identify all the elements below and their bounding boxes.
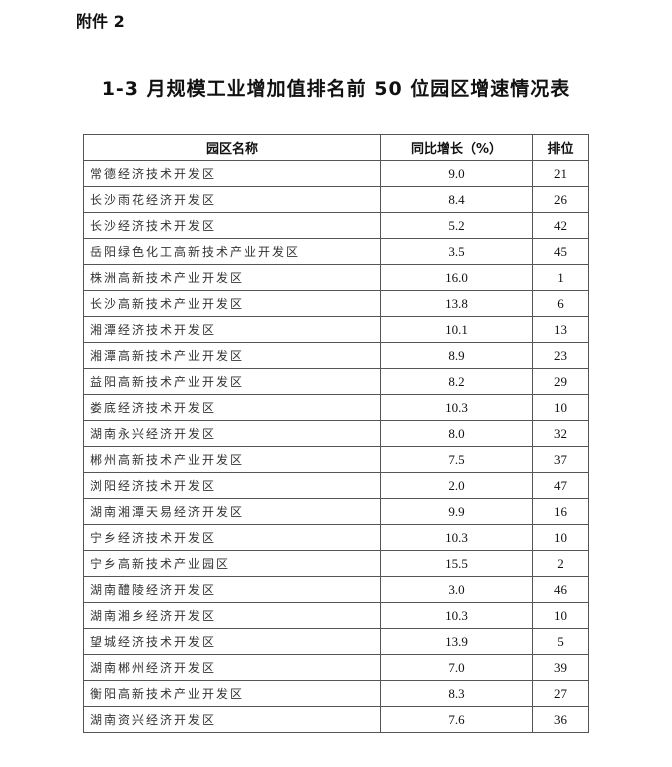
park-growth-table: 园区名称 同比增长（%） 排位 常德经济技术开发区 9.0 21 长沙雨花经济开发区 8… — [83, 134, 589, 733]
table-row: 长沙经济技术开发区 5.2 42 — [83, 212, 589, 239]
table-row: 长沙高新技术产业开发区 13.8 6 — [83, 290, 589, 317]
table-row: 湖南湘乡经济开发区 10.3 10 — [83, 602, 589, 629]
rank-cell: 13 — [532, 316, 589, 343]
park-name-cell: 长沙经济技术开发区 — [83, 212, 381, 239]
park-name-cell: 长沙雨花经济开发区 — [83, 186, 381, 213]
park-name-cell: 岳阳绿色化工高新技术产业开发区 — [83, 238, 381, 265]
table-row: 长沙雨花经济开发区 8.4 26 — [83, 186, 589, 213]
park-name-cell: 湘潭经济技术开发区 — [83, 316, 381, 343]
growth-cell: 10.3 — [380, 602, 533, 629]
table-row: 湘潭经济技术开发区 10.1 13 — [83, 316, 589, 343]
park-name-cell: 衡阳高新技术产业开发区 — [83, 680, 381, 707]
table-row: 湖南永兴经济开发区 8.0 32 — [83, 420, 589, 447]
park-name-cell: 益阳高新技术产业开发区 — [83, 368, 381, 395]
table-row: 娄底经济技术开发区 10.3 10 — [83, 394, 589, 421]
rank-cell: 2 — [532, 550, 589, 577]
rank-cell: 26 — [532, 186, 589, 213]
park-name-cell: 望城经济技术开发区 — [83, 628, 381, 655]
growth-cell: 3.5 — [380, 238, 533, 265]
table-row: 湖南醴陵经济开发区 3.0 46 — [83, 576, 589, 603]
rank-cell: 27 — [532, 680, 589, 707]
page-title: 1-3 月规模工业增加值排名前 50 位园区增速情况表 — [101, 78, 571, 100]
rank-cell: 42 — [532, 212, 589, 239]
growth-cell: 10.1 — [380, 316, 533, 343]
rank-cell: 23 — [532, 342, 589, 369]
rank-cell: 32 — [532, 420, 589, 447]
growth-cell: 10.3 — [380, 524, 533, 551]
rank-cell: 1 — [532, 264, 589, 291]
growth-cell: 7.5 — [380, 446, 533, 473]
growth-cell: 7.6 — [380, 706, 533, 733]
rank-cell: 39 — [532, 654, 589, 681]
table-row: 湖南资兴经济开发区 7.6 36 — [83, 706, 589, 733]
park-name-cell: 宁乡高新技术产业园区 — [83, 550, 381, 577]
rank-cell: 21 — [532, 160, 589, 187]
table-row: 宁乡高新技术产业园区 15.5 2 — [83, 550, 589, 577]
growth-cell: 13.9 — [380, 628, 533, 655]
header-park-name: 园区名称 — [83, 134, 381, 161]
park-name-cell: 湖南醴陵经济开发区 — [83, 576, 381, 603]
rank-cell: 47 — [532, 472, 589, 499]
rank-cell: 45 — [532, 238, 589, 265]
growth-cell: 8.4 — [380, 186, 533, 213]
park-name-cell: 株洲高新技术产业开发区 — [83, 264, 381, 291]
park-name-cell: 常德经济技术开发区 — [83, 160, 381, 187]
table-header-row: 园区名称 同比增长（%） 排位 — [83, 134, 589, 161]
table-row: 湘潭高新技术产业开发区 8.9 23 — [83, 342, 589, 369]
rank-cell: 16 — [532, 498, 589, 525]
table-row: 宁乡经济技术开发区 10.3 10 — [83, 524, 589, 551]
growth-cell: 13.8 — [380, 290, 533, 317]
park-name-cell: 湖南郴州经济开发区 — [83, 654, 381, 681]
table-row: 衡阳高新技术产业开发区 8.3 27 — [83, 680, 589, 707]
header-rank: 排位 — [532, 134, 589, 161]
growth-cell: 3.0 — [380, 576, 533, 603]
growth-cell: 16.0 — [380, 264, 533, 291]
park-name-cell: 宁乡经济技术开发区 — [83, 524, 381, 551]
park-name-cell: 湖南湘乡经济开发区 — [83, 602, 381, 629]
growth-cell: 10.3 — [380, 394, 533, 421]
rank-cell: 29 — [532, 368, 589, 395]
table-row: 岳阳绿色化工高新技术产业开发区 3.5 45 — [83, 238, 589, 265]
park-name-cell: 浏阳经济技术开发区 — [83, 472, 381, 499]
rank-cell: 36 — [532, 706, 589, 733]
table-row: 浏阳经济技术开发区 2.0 47 — [83, 472, 589, 499]
growth-cell: 2.0 — [380, 472, 533, 499]
table-row: 郴州高新技术产业开发区 7.5 37 — [83, 446, 589, 473]
park-name-cell: 湘潭高新技术产业开发区 — [83, 342, 381, 369]
rank-cell: 37 — [532, 446, 589, 473]
rank-cell: 10 — [532, 394, 589, 421]
table-row: 湖南湘潭天易经济开发区 9.9 16 — [83, 498, 589, 525]
growth-cell: 7.0 — [380, 654, 533, 681]
table-row: 湖南郴州经济开发区 7.0 39 — [83, 654, 589, 681]
growth-cell: 9.0 — [380, 160, 533, 187]
growth-cell: 9.9 — [380, 498, 533, 525]
park-name-cell: 娄底经济技术开发区 — [83, 394, 381, 421]
park-name-cell: 郴州高新技术产业开发区 — [83, 446, 381, 473]
table-row: 益阳高新技术产业开发区 8.2 29 — [83, 368, 589, 395]
park-name-cell: 湖南永兴经济开发区 — [83, 420, 381, 447]
growth-cell: 8.0 — [380, 420, 533, 447]
table-row: 望城经济技术开发区 13.9 5 — [83, 628, 589, 655]
rank-cell: 5 — [532, 628, 589, 655]
park-name-cell: 湖南湘潭天易经济开发区 — [83, 498, 381, 525]
table-row: 株洲高新技术产业开发区 16.0 1 — [83, 264, 589, 291]
table-row: 常德经济技术开发区 9.0 21 — [83, 160, 589, 187]
rank-cell: 10 — [532, 602, 589, 629]
rank-cell: 6 — [532, 290, 589, 317]
growth-cell: 15.5 — [380, 550, 533, 577]
rank-cell: 10 — [532, 524, 589, 551]
park-name-cell: 长沙高新技术产业开发区 — [83, 290, 381, 317]
growth-cell: 8.3 — [380, 680, 533, 707]
rank-cell: 46 — [532, 576, 589, 603]
park-name-cell: 湖南资兴经济开发区 — [83, 706, 381, 733]
growth-cell: 8.2 — [380, 368, 533, 395]
attachment-label: 附件 2 — [76, 12, 125, 31]
growth-cell: 5.2 — [380, 212, 533, 239]
growth-cell: 8.9 — [380, 342, 533, 369]
header-growth: 同比增长（%） — [380, 134, 533, 161]
